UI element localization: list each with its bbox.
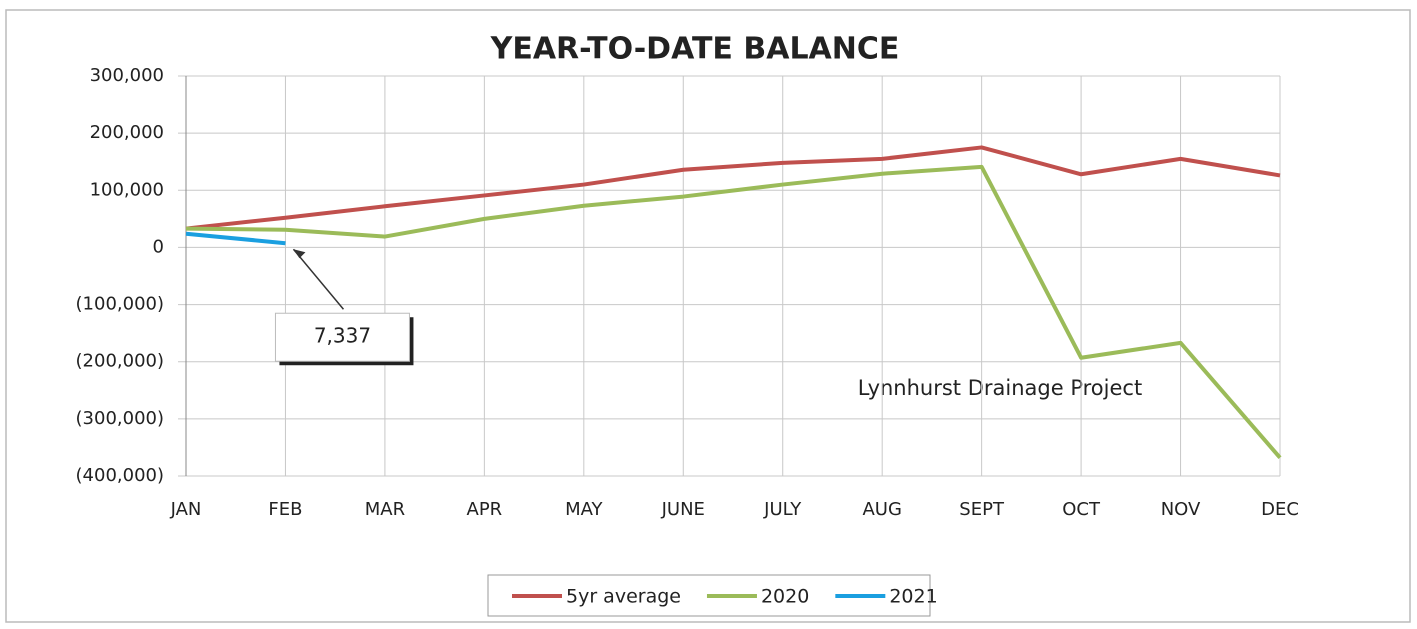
legend-label: 2021 bbox=[889, 586, 937, 608]
legend-label: 5yr average bbox=[566, 586, 681, 608]
y-tick-label: (300,000) bbox=[76, 408, 164, 429]
x-tick-label: JUNE bbox=[661, 499, 705, 520]
callout-arrowhead bbox=[293, 249, 306, 259]
y-tick-label: (400,000) bbox=[76, 465, 164, 486]
annotation: Lynnhurst Drainage Project bbox=[858, 376, 1142, 400]
x-tick-label: JAN bbox=[170, 499, 202, 520]
x-tick-label: DEC bbox=[1261, 499, 1299, 520]
series-line bbox=[185, 164, 1282, 460]
y-tick-label: 200,000 bbox=[90, 122, 164, 143]
series-line bbox=[185, 231, 286, 246]
y-tick-label: 100,000 bbox=[90, 179, 164, 200]
chart-frame bbox=[5, 9, 1411, 623]
y-tick-label: 0 bbox=[153, 236, 164, 257]
callout-arrow bbox=[292, 248, 345, 310]
x-tick-label: MAR bbox=[365, 499, 405, 520]
x-tick-label: FEB bbox=[268, 499, 302, 520]
legend-label: 2020 bbox=[761, 586, 809, 608]
y-tick-label: (100,000) bbox=[76, 294, 164, 315]
data-label: 7,337 bbox=[314, 324, 371, 348]
x-tick-label: JULY bbox=[763, 499, 802, 520]
x-tick-label: AUG bbox=[862, 499, 901, 520]
series-line bbox=[185, 145, 1281, 231]
x-tick-label: NOV bbox=[1161, 499, 1201, 520]
x-tick-label: OCT bbox=[1062, 499, 1101, 520]
x-tick-label: MAY bbox=[565, 499, 603, 520]
y-tick-label: (200,000) bbox=[76, 351, 164, 372]
x-tick-label: APR bbox=[467, 499, 503, 520]
callout-box bbox=[274, 312, 410, 362]
y-tick-label: 300,000 bbox=[90, 65, 164, 86]
x-tick-label: SEPT bbox=[959, 499, 1005, 520]
chart-title: YEAR-TO-DATE BALANCE bbox=[490, 32, 900, 67]
